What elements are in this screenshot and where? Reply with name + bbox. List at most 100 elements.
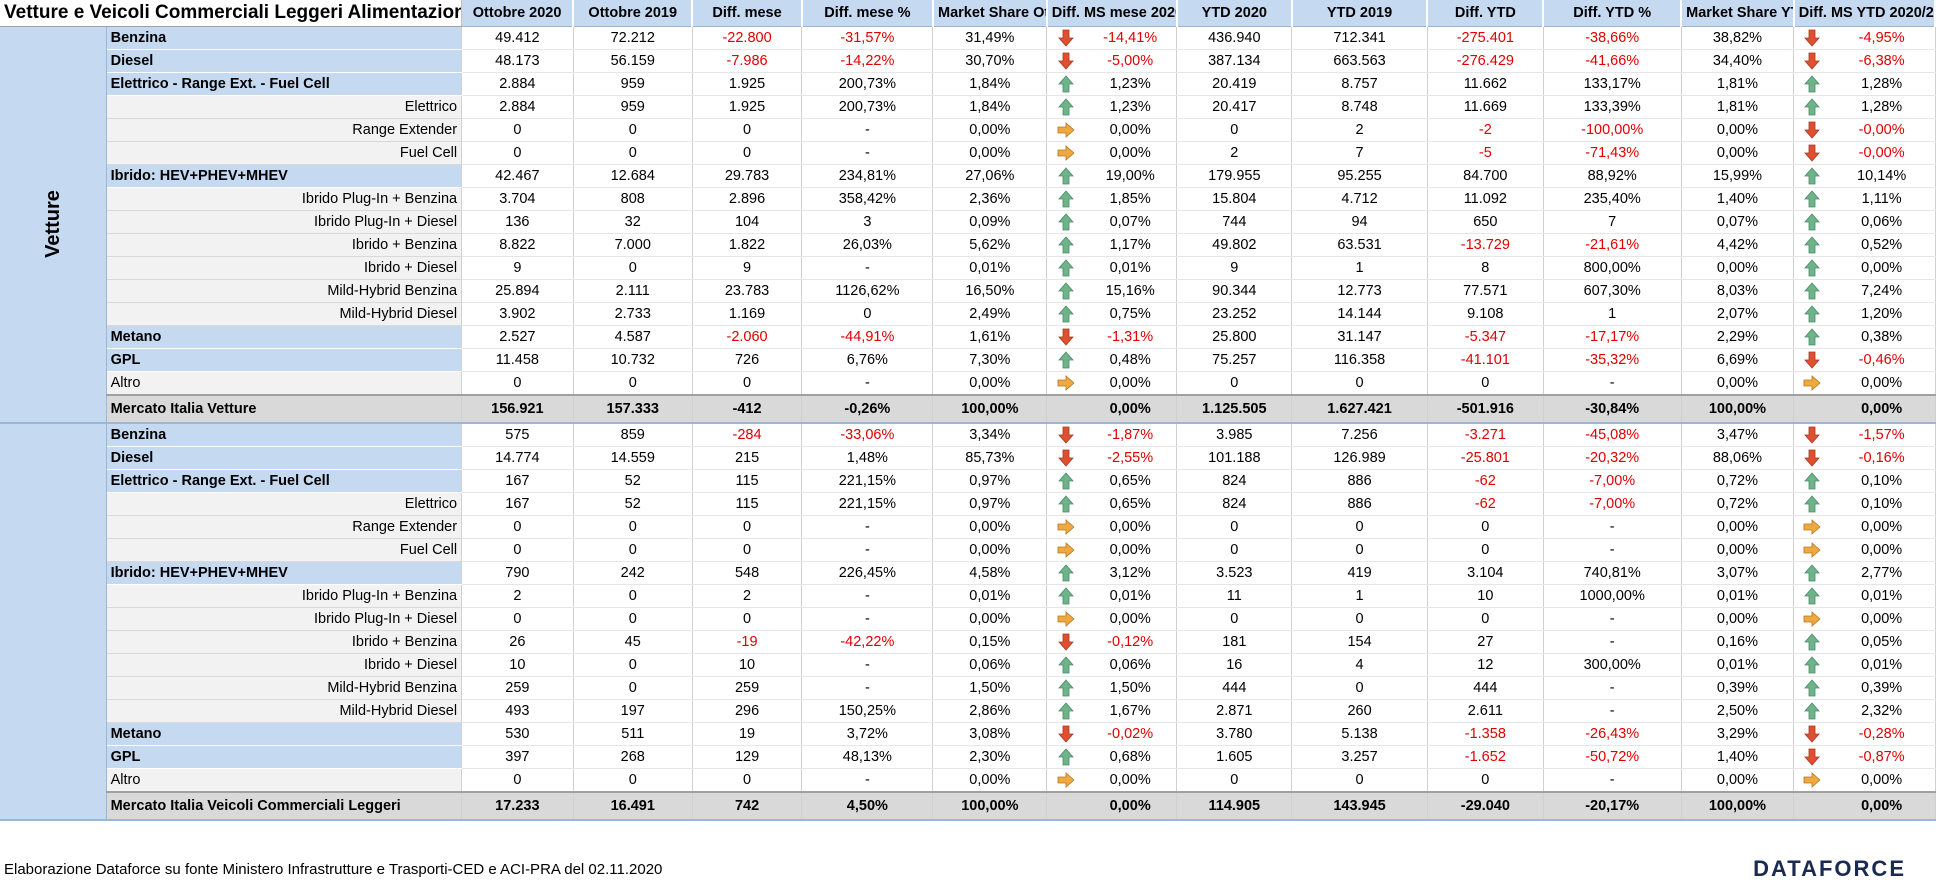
table-cell: 0,07% <box>1681 210 1795 234</box>
row-label: GPL <box>106 348 463 372</box>
table-cell: 0 <box>1427 538 1544 562</box>
arrow-up-icon <box>1046 492 1084 516</box>
arrow-down-icon <box>1793 118 1829 142</box>
row-label: Ibrido Plug-In + Benzina <box>106 187 463 211</box>
table-cell: -1,57% <box>1828 423 1936 447</box>
table-cell: 0 <box>692 607 803 631</box>
table-cell: - <box>801 676 934 700</box>
table-cell: 0 <box>573 141 693 165</box>
table-cell: 1,84% <box>932 72 1048 96</box>
table-cell: 0 <box>1427 768 1544 793</box>
table-row: Ibrido + Diesel 10 0 10-0,06% 0,06% 16 4 12 300,… <box>0 653 1936 677</box>
table-cell: 2.527 <box>461 325 574 349</box>
table-row: Diesel 14.774 14.559 215 1,48% 85,73% -2,55% 10… <box>0 446 1936 470</box>
table-row: GPL 11.458 10.732 726 6,76% 7,30% 0,48% 75.257 1… <box>0 348 1936 372</box>
table-cell: 0 <box>461 607 574 631</box>
table-cell: -1,31% <box>1083 325 1178 349</box>
table-cell: 6,76% <box>801 348 934 372</box>
table-cell: -7.986 <box>692 49 803 73</box>
table-cell: 2,07% <box>1681 302 1795 326</box>
arrow-up-icon <box>1046 561 1084 585</box>
table-cell: 156.921 <box>461 394 574 424</box>
row-label: Diesel <box>106 446 463 470</box>
empty-cell <box>1046 394 1084 424</box>
row-label: Fuel Cell <box>106 538 463 562</box>
table-cell: 0,00% <box>1083 394 1178 424</box>
row-label: Benzina <box>106 423 463 447</box>
arrow-right-icon <box>1793 607 1829 631</box>
table-cell: 2,29% <box>1681 325 1795 349</box>
table-cell: 1,81% <box>1681 95 1795 119</box>
table-cell: 0,39% <box>1681 676 1795 700</box>
column-header: Market Share Ottobre 2020 <box>932 0 1048 27</box>
table-cell: 0 <box>692 515 803 539</box>
table-cell: 3.985 <box>1176 423 1293 447</box>
table-cell: -5.347 <box>1427 325 1544 349</box>
row-label: Fuel Cell <box>106 141 463 165</box>
table-cell: 38,82% <box>1681 26 1795 50</box>
table-cell: 3.523 <box>1176 561 1293 585</box>
table-cell: 0,00% <box>932 118 1048 142</box>
table-cell: 2.884 <box>461 95 574 119</box>
table-cell: 0,38% <box>1828 325 1936 349</box>
table-row: Ibrido Plug-In + Benzina 3.704 808 2.896 358… <box>0 187 1936 211</box>
row-label: Ibrido Plug-In + Diesel <box>106 210 463 234</box>
table-cell: 0 <box>692 538 803 562</box>
table-cell: 133,39% <box>1543 95 1682 119</box>
table-cell: -284 <box>692 423 803 447</box>
table-cell: 242 <box>573 561 693 585</box>
table-cell: 4,42% <box>1681 233 1795 257</box>
table-cell: 0 <box>1291 371 1428 396</box>
table-row: Elettrico 2.884 959 1.925 200,73% 1,84% 1,23% 2… <box>0 95 1936 119</box>
table-cell: -5,00% <box>1083 49 1178 73</box>
table-cell: 1.925 <box>692 95 803 119</box>
table-cell: 8 <box>1427 256 1544 280</box>
arrow-up-icon <box>1046 256 1084 280</box>
table-cell: 607,30% <box>1543 279 1682 303</box>
table-cell: 3.780 <box>1176 722 1293 746</box>
table-cell: 114.905 <box>1176 791 1293 821</box>
table-cell: 0,01% <box>1083 584 1178 608</box>
table-cell: 27,06% <box>932 164 1048 188</box>
table-cell: 226,45% <box>801 561 934 585</box>
table-cell: 1,85% <box>1083 187 1178 211</box>
table-cell: 12.684 <box>573 164 693 188</box>
table-cell: 1,11% <box>1828 187 1936 211</box>
table-cell: 0 <box>573 515 693 539</box>
table-cell: 0 <box>801 302 934 326</box>
table-cell: 0,00% <box>1083 791 1178 821</box>
arrow-right-icon <box>1793 538 1829 562</box>
table-cell: 29.783 <box>692 164 803 188</box>
table-cell: 1.169 <box>692 302 803 326</box>
table-cell: -41,66% <box>1543 49 1682 73</box>
table-cell: 16,50% <box>932 279 1048 303</box>
table-row: Metano 530 511 19 3,72% 3,08% -0,02% 3.780 5.138… <box>0 722 1936 746</box>
table-cell: 9 <box>1176 256 1293 280</box>
table-cell: 1,61% <box>932 325 1048 349</box>
table-cell: 49.412 <box>461 26 574 50</box>
table-cell: -21,61% <box>1543 233 1682 257</box>
table-cell: -1.358 <box>1427 722 1544 746</box>
table-cell: 0 <box>692 141 803 165</box>
table-cell: 0,39% <box>1828 676 1936 700</box>
table-cell: 3 <box>801 210 934 234</box>
arrow-down-icon <box>1793 26 1829 50</box>
table-cell: 2,36% <box>932 187 1048 211</box>
table-cell: 0 <box>1291 768 1428 793</box>
table-cell: 9 <box>461 256 574 280</box>
table-cell: 63.531 <box>1291 233 1428 257</box>
table-cell: 0 <box>692 118 803 142</box>
table-cell: 235,40% <box>1543 187 1682 211</box>
table-cell: 31,49% <box>932 26 1048 50</box>
row-label: Elettrico - Range Ext. - Fuel Cell <box>106 469 463 493</box>
table-cell: 3.704 <box>461 187 574 211</box>
arrow-right-icon <box>1793 515 1829 539</box>
table-cell: 19 <box>692 722 803 746</box>
table-cell: 167 <box>461 492 574 516</box>
table-cell: 10,14% <box>1828 164 1936 188</box>
table-cell: 0 <box>1176 371 1293 396</box>
table-cell: 3,47% <box>1681 423 1795 447</box>
table-cell: 7,30% <box>932 348 1048 372</box>
column-header: Ottobre 2019 <box>573 0 694 27</box>
table-cell: 2,77% <box>1828 561 1936 585</box>
